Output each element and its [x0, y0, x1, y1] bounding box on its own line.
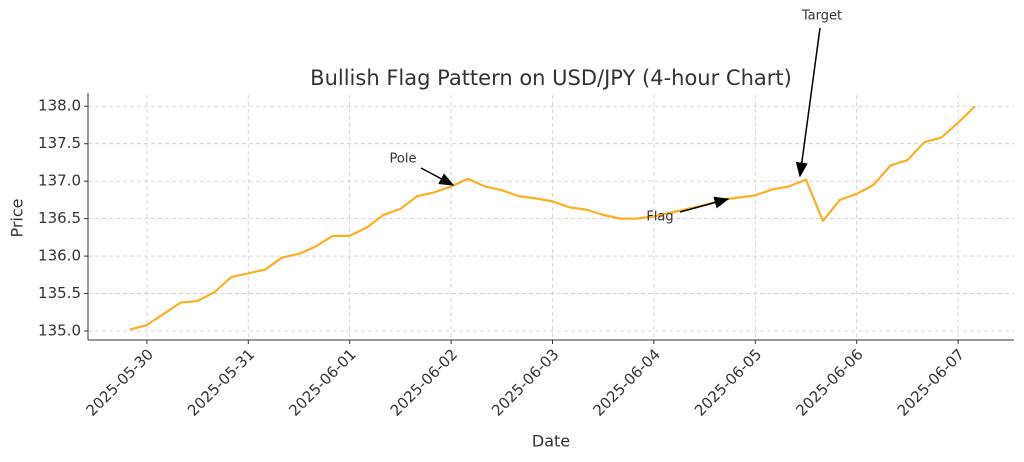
- annotation-arrow: [795, 27, 821, 178]
- x-tick-label: 2025-06-05: [691, 345, 765, 419]
- annotation-arrow: [679, 196, 730, 213]
- y-tick-label: 137.0: [38, 172, 81, 190]
- y-tick-label: 137.5: [38, 134, 81, 152]
- x-tick-label: 2025-05-31: [184, 345, 258, 419]
- x-tick-label: 2025-06-01: [285, 345, 359, 419]
- x-axis-label: Date: [532, 432, 570, 451]
- x-tick-label: 2025-05-30: [83, 345, 157, 419]
- y-tick-label: 138.0: [38, 97, 81, 115]
- annotation-label: Flag: [646, 210, 673, 225]
- x-tick-label: 2025-06-07: [894, 345, 968, 419]
- annotation-label: Pole: [390, 152, 417, 167]
- y-tick-label: 135.5: [38, 284, 81, 302]
- annotation-label: Target: [801, 9, 842, 24]
- x-tick-label: 2025-06-03: [488, 345, 562, 419]
- y-tick-label: 136.0: [38, 247, 81, 265]
- y-axis-label: Price: [8, 198, 27, 237]
- price-line: [129, 105, 976, 331]
- x-tick-label: 2025-06-04: [590, 345, 664, 419]
- y-tick-label: 136.5: [38, 209, 81, 227]
- annotation-arrow: [420, 167, 455, 186]
- y-tick-label: 135.0: [38, 322, 81, 340]
- chart-title: Bullish Flag Pattern on USD/JPY (4-hour …: [310, 66, 792, 90]
- x-tick-label: 2025-06-02: [387, 345, 461, 419]
- x-tick-label: 2025-06-06: [792, 345, 866, 419]
